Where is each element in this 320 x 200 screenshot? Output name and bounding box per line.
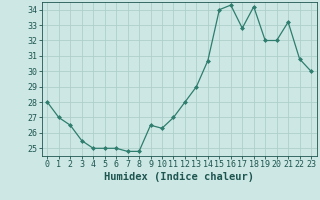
X-axis label: Humidex (Indice chaleur): Humidex (Indice chaleur)	[104, 172, 254, 182]
